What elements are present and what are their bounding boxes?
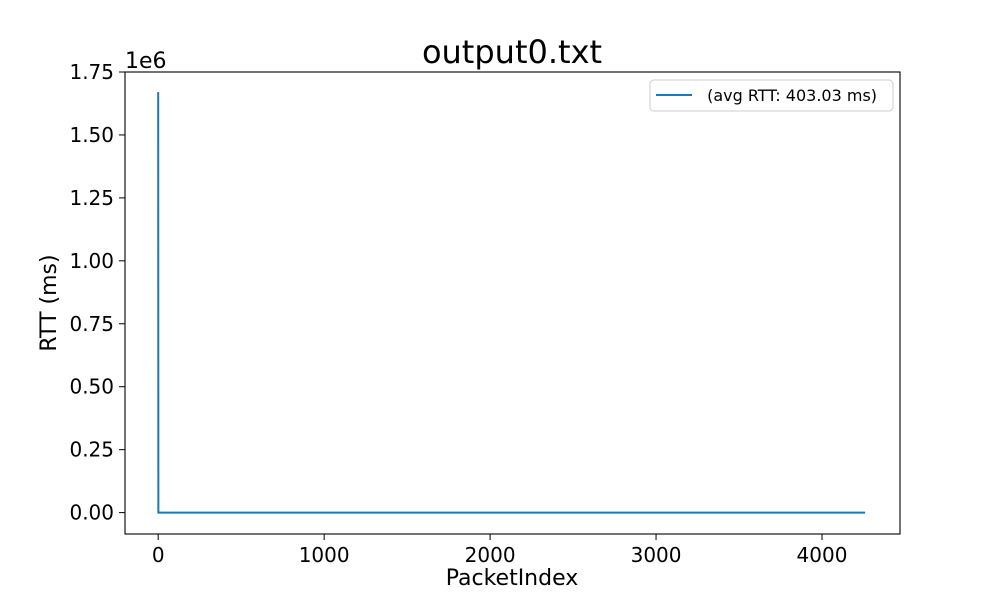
legend: (avg RTT: 403.03 ms) bbox=[649, 79, 894, 112]
y-tick-label: 1.50 bbox=[69, 123, 114, 147]
x-axis-ticks: 0 1000 2000 3000 4000 bbox=[152, 534, 848, 567]
y-tick-label: 1.00 bbox=[69, 249, 114, 273]
x-tick-label: 1000 bbox=[299, 543, 350, 567]
x-tick-label: 0 bbox=[152, 543, 165, 567]
legend-label: (avg RTT: 403.03 ms) bbox=[702, 86, 877, 105]
plot-area bbox=[124, 71, 901, 535]
axes-frame bbox=[124, 71, 901, 535]
x-tick-label: 2000 bbox=[465, 543, 516, 567]
legend-box bbox=[649, 79, 894, 112]
y-tick-label: 0.75 bbox=[69, 312, 114, 336]
y-axis-offset-label: 1e6 bbox=[125, 49, 167, 74]
y-tick-label: 1.75 bbox=[69, 60, 114, 84]
y-tick-label: 0.50 bbox=[69, 375, 114, 399]
x-axis-label: PacketIndex bbox=[446, 566, 579, 591]
y-axis-ticks: 0.00 0.25 0.50 0.75 1.00 1.25 1.50 1.75 bbox=[69, 60, 125, 525]
y-tick-label: 0.25 bbox=[69, 438, 114, 462]
y-tick-label: 1.25 bbox=[69, 186, 114, 210]
x-tick-label: 3000 bbox=[631, 543, 682, 567]
chart-title: output0.txt bbox=[422, 33, 602, 71]
y-axis-label: RTT (ms) bbox=[37, 254, 62, 351]
series-layer bbox=[157, 92, 866, 514]
x-tick-label: 4000 bbox=[797, 543, 848, 567]
series-line bbox=[157, 92, 866, 514]
y-tick-label: 0.00 bbox=[69, 501, 114, 525]
